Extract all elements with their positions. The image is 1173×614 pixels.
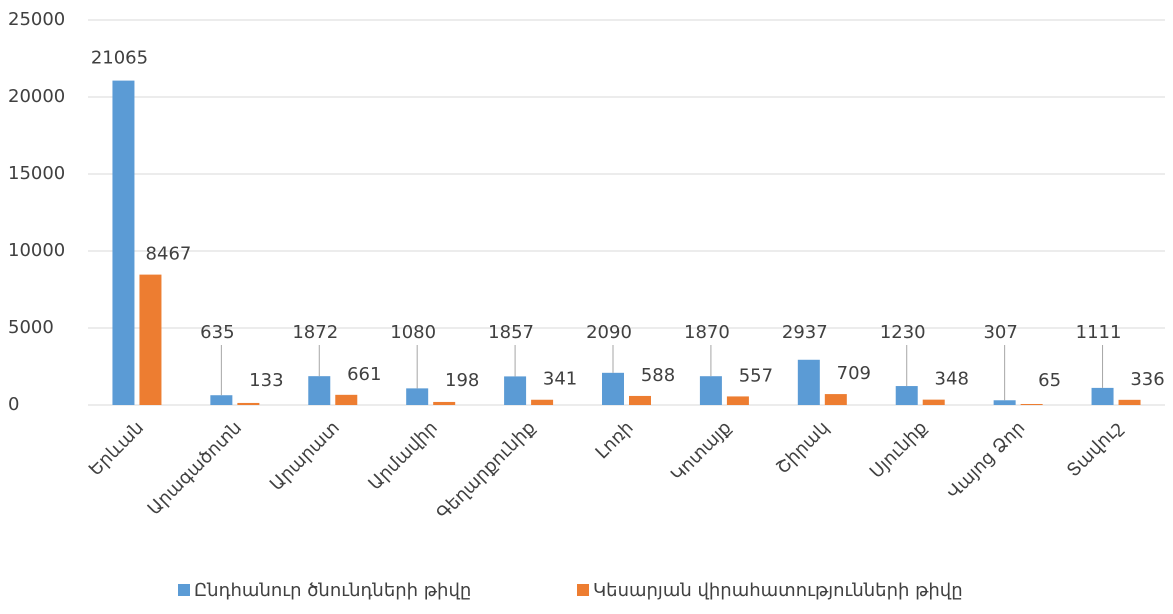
data-label: 588: [641, 365, 675, 386]
bar: [1091, 387, 1114, 405]
bar: [993, 400, 1016, 405]
data-label: 198: [445, 370, 479, 391]
bar: [335, 394, 358, 405]
data-label: 2937: [782, 322, 828, 343]
data-label: 2090: [586, 322, 632, 343]
y-tick-label: 5000: [8, 317, 54, 338]
bar: [699, 376, 722, 405]
x-tick-label: Շիրակ: [772, 417, 833, 478]
y-tick-label: 15000: [8, 163, 65, 184]
x-tick-label: Լոռի: [592, 417, 638, 463]
x-tick-label: Գեղարքունիք: [433, 417, 540, 524]
bar: [895, 386, 918, 405]
data-label: 709: [837, 363, 871, 384]
bar: [726, 396, 749, 405]
x-tick-label: Արագածոտն: [144, 417, 246, 519]
legend-label: Ընդհանուր ծնունդների թիվը: [194, 580, 471, 601]
bar: [139, 274, 162, 405]
x-tick-label: Արարատ: [266, 417, 344, 495]
bar: [308, 376, 331, 405]
y-tick-label: 10000: [8, 240, 65, 261]
x-tick-label: Երևան: [85, 417, 148, 480]
bar: [504, 376, 527, 405]
data-label: 341: [543, 369, 577, 390]
legend-swatch: [178, 584, 190, 596]
x-tick-label: Վայոց Ձոր: [943, 417, 1029, 503]
bar: [237, 402, 260, 405]
data-label: 21065: [91, 48, 148, 69]
data-label: 1872: [292, 322, 338, 343]
data-label: 336: [1130, 369, 1164, 390]
bar: [1020, 403, 1043, 405]
x-tick-label: Արմավիր: [364, 417, 441, 494]
x-tick-label: Տավուշ: [1063, 417, 1127, 481]
bar: [824, 394, 847, 405]
data-label: 1857: [488, 322, 534, 343]
data-label: 1111: [1076, 322, 1122, 343]
x-tick-label: Կոտայք: [667, 417, 736, 486]
data-label: 661: [347, 364, 381, 385]
data-label: 133: [249, 370, 283, 391]
x-tick-label: Սյունիք: [866, 417, 931, 482]
data-label: 8467: [146, 244, 192, 265]
data-label: 1230: [880, 322, 926, 343]
bar: [433, 401, 456, 405]
y-tick-label: 0: [8, 394, 19, 415]
bar: [1118, 399, 1141, 405]
bar: [112, 80, 135, 405]
bar: [797, 359, 820, 405]
data-label: 557: [739, 365, 773, 386]
data-label: 307: [983, 322, 1017, 343]
bar: [406, 388, 429, 405]
y-tick-label: 20000: [8, 86, 65, 107]
bar: [531, 399, 554, 405]
data-label: 1870: [684, 322, 730, 343]
bar: [602, 372, 624, 405]
data-label: 65: [1038, 370, 1061, 391]
data-label: 635: [200, 322, 234, 343]
bar: [629, 395, 651, 405]
data-label: 348: [935, 369, 969, 390]
bar: [210, 395, 233, 405]
y-tick-label: 25000: [8, 9, 65, 30]
legend-label: Կեսարյան վիրահատությունների թիվը: [593, 580, 963, 601]
bar: [922, 399, 945, 405]
legend-swatch: [577, 584, 589, 596]
data-label: 1080: [390, 322, 436, 343]
